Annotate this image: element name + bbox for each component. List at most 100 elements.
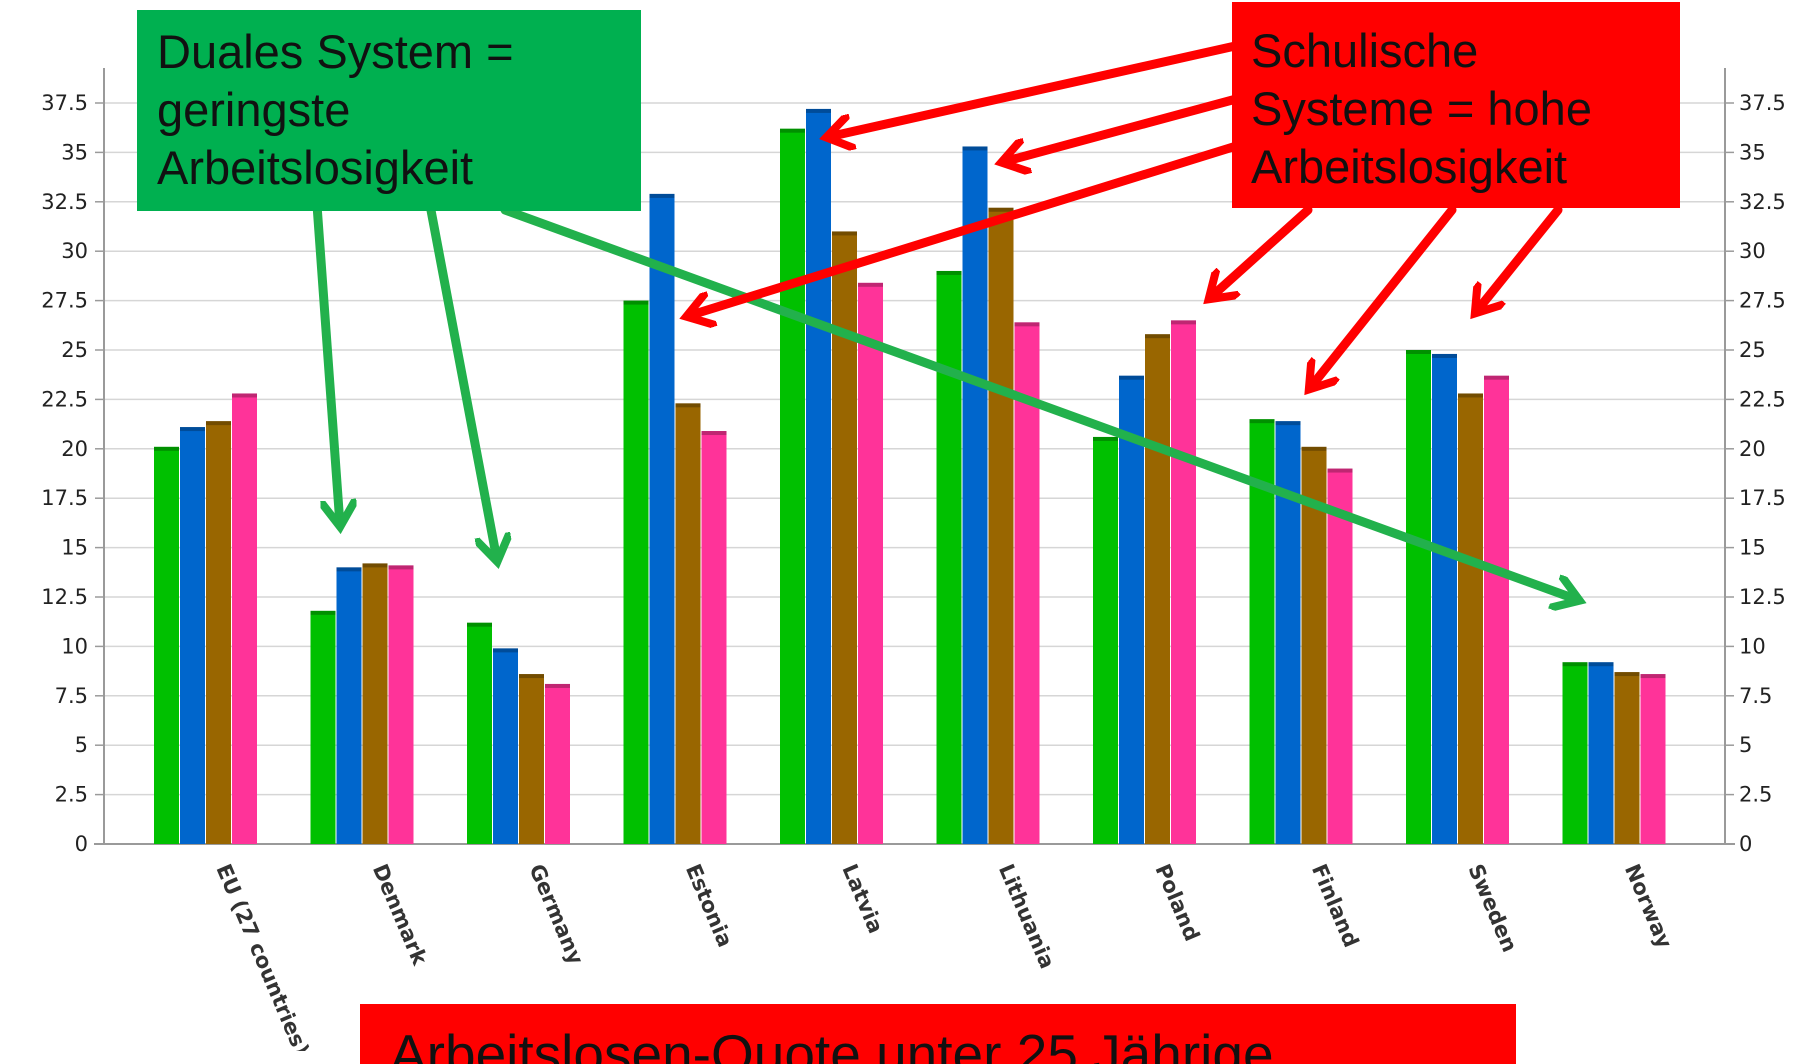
- x-category-label: Denmark: [368, 861, 432, 970]
- bar-top-edge: [936, 270, 962, 275]
- bar-top-edge: [1406, 350, 1431, 354]
- bar: [780, 128, 805, 845]
- bar: [1432, 353, 1457, 844]
- y-tick-label-left: 12.5: [41, 585, 88, 609]
- y-tick-label-left: 2.5: [55, 783, 88, 807]
- bar-top-edge: [467, 622, 492, 627]
- bar: [1275, 421, 1301, 844]
- bar: [806, 108, 831, 845]
- bar: [675, 403, 701, 844]
- callout-line: Arbeitslosigkeit: [1251, 140, 1568, 193]
- axes: 0 0 2.5 2.5 5 5 7.5 7.5 10 10 12.5 12.5 15 15 17.5 17.5…: [41, 68, 1786, 856]
- callout-line: Arbeitslosigkeit: [157, 141, 474, 194]
- x-category-label: Latvia: [837, 861, 887, 937]
- bar-top-edge: [206, 421, 231, 426]
- annotation-arrow: [500, 205, 1578, 600]
- bar: [467, 622, 492, 844]
- x-category-label: Poland: [1150, 861, 1204, 945]
- bar: [1119, 375, 1144, 844]
- callout-line: Systeme = hohe: [1251, 82, 1592, 135]
- y-tick-label-left: 35: [61, 140, 88, 164]
- bar-top-edge: [1640, 674, 1666, 679]
- annotation-arrow: [1310, 205, 1457, 388]
- annotation-arrow: [1003, 87, 1267, 162]
- bar: [701, 431, 727, 844]
- bar-top-edge: [362, 563, 388, 568]
- bar-top-edge: [1171, 320, 1196, 325]
- bar: [1640, 674, 1666, 844]
- bar-top-edge: [1119, 375, 1144, 380]
- bar: [180, 427, 205, 844]
- bar-top-edge: [1145, 334, 1170, 339]
- bar-top-edge: [649, 193, 675, 198]
- bar-top-edge: [1093, 436, 1118, 441]
- y-tick-label-right: 30: [1739, 239, 1766, 263]
- bar: [1301, 446, 1327, 844]
- bar: [858, 282, 883, 844]
- bar-top-edge: [519, 674, 544, 679]
- bar: [1093, 436, 1118, 844]
- y-tick-label-right: 0: [1739, 832, 1752, 856]
- x-category-label: Germany: [524, 861, 588, 969]
- chart-caption: Arbeitslosen-Quote unter 25 Jährige: [390, 1023, 1274, 1064]
- y-tick-label-right: 2.5: [1739, 783, 1772, 807]
- y-tick-label-left: 7.5: [55, 684, 88, 708]
- bar-top-edge: [232, 393, 257, 398]
- bar: [545, 683, 570, 844]
- y-tick-label-left: 22.5: [41, 387, 88, 411]
- bar: [1014, 322, 1040, 844]
- y-tick-label-right: 22.5: [1739, 387, 1786, 411]
- x-category-label: Lithuania: [994, 861, 1059, 973]
- y-tick-label-left: 17.5: [41, 486, 88, 510]
- bar-top-edge: [1301, 446, 1327, 451]
- bar-top-edge: [154, 446, 179, 451]
- bar-top-edge: [310, 610, 336, 615]
- bar-top-edge: [858, 282, 883, 287]
- bar-top-edge: [806, 108, 831, 113]
- bar: [1171, 320, 1196, 844]
- annotation-arrow: [688, 133, 1267, 316]
- bar-top-edge: [336, 567, 362, 572]
- y-tick-label-right: 12.5: [1739, 585, 1786, 609]
- bar-top-edge: [1249, 419, 1275, 424]
- bar-top-edge: [832, 231, 857, 236]
- bar: [154, 446, 179, 844]
- annotation-arrow: [1210, 205, 1313, 298]
- bar-top-edge: [1614, 672, 1640, 677]
- bar-top-edge: [623, 300, 649, 305]
- bar: [519, 674, 544, 844]
- y-tick-label-left: 25: [61, 338, 88, 362]
- y-tick-label-right: 37.5: [1739, 91, 1786, 115]
- bar-top-edge: [962, 146, 988, 151]
- bar-top-edge: [493, 648, 518, 653]
- x-category-label: Estonia: [681, 861, 737, 951]
- callout-line: geringste: [157, 83, 351, 136]
- bar: [649, 193, 675, 844]
- y-tick-label-left: 32.5: [41, 190, 88, 214]
- bar: [962, 146, 988, 845]
- annotation-arrow: [425, 200, 497, 560]
- bar-top-edge: [701, 431, 727, 436]
- bar: [988, 207, 1014, 844]
- y-tick-label-right: 32.5: [1739, 190, 1786, 214]
- bar: [1458, 393, 1483, 844]
- bar: [206, 421, 231, 844]
- bar: [1484, 375, 1509, 844]
- y-tick-label-left: 0: [75, 832, 88, 856]
- callout-line: Schulische: [1251, 24, 1479, 77]
- bar-top-edge: [1484, 375, 1509, 380]
- bar: [1327, 468, 1353, 844]
- bar: [310, 610, 336, 844]
- x-category-label: EU (27 countries): [211, 861, 313, 1051]
- annotation-arrow: [1476, 205, 1563, 312]
- bar-top-edge: [1014, 322, 1040, 327]
- bar: [832, 231, 857, 844]
- y-tick-label-left: 27.5: [41, 289, 88, 313]
- bar: [388, 565, 414, 844]
- bar-top-edge: [388, 565, 414, 570]
- y-tick-label-right: 27.5: [1739, 289, 1786, 313]
- y-tick-label-left: 15: [61, 536, 88, 560]
- bar: [1562, 662, 1588, 844]
- chart-caption-box: Arbeitslosen-Quote unter 25 Jährige: [360, 1004, 1516, 1064]
